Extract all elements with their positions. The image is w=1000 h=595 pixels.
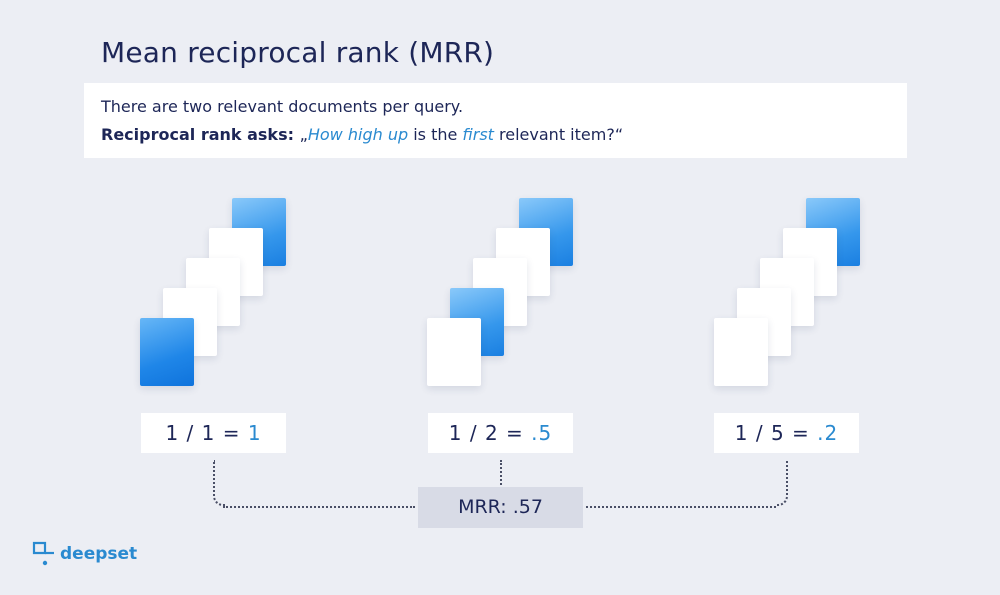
score-box-query-2: 1 / 2 = .5 <box>428 413 573 453</box>
deepset-logo-icon <box>32 541 54 566</box>
connector-left-horizontal <box>223 506 415 508</box>
document-card-rank-1-relevant <box>140 318 194 386</box>
intro-middle: is the <box>408 125 463 144</box>
score-value: .2 <box>817 421 839 445</box>
intro-quote-open: „ <box>299 125 308 144</box>
connector-middle-vertical <box>500 460 502 485</box>
score-formula: 1 / 1 = <box>165 421 248 445</box>
connector-right-horizontal <box>586 506 776 508</box>
document-card-rank-1 <box>427 318 481 386</box>
intro-bold-lead: Reciprocal rank asks: <box>101 125 300 144</box>
connector-right-vertical <box>776 460 788 506</box>
score-value: .5 <box>531 421 553 445</box>
score-value: 1 <box>247 421 262 445</box>
intro-end: relevant item?“ <box>493 125 624 144</box>
score-box-query-3: 1 / 5 = .2 <box>714 413 859 453</box>
document-stack-query-2 <box>427 198 587 398</box>
score-formula: 1 / 2 = <box>448 421 532 445</box>
intro-line-2: Reciprocal rank asks: „How high up is th… <box>101 125 623 144</box>
intro-highlight-how-high: How high up <box>307 125 409 144</box>
intro-line-1: There are two relevant documents per que… <box>101 97 464 116</box>
intro-box: There are two relevant documents per que… <box>84 83 907 158</box>
score-box-query-1: 1 / 1 = 1 <box>141 413 286 453</box>
document-stack-query-1 <box>140 198 300 398</box>
document-card-rank-1 <box>714 318 768 386</box>
page-title: Mean reciprocal rank (MRR) <box>101 36 495 69</box>
score-formula: 1 / 5 = <box>734 421 818 445</box>
intro-highlight-first: first <box>462 125 494 144</box>
deepset-logo-text: deepset <box>60 544 138 564</box>
document-stack-query-3 <box>714 198 874 398</box>
mrr-result-box: MRR: .57 <box>418 487 583 528</box>
deepset-logo: deepset <box>32 541 137 567</box>
connector-left-vertical <box>213 460 225 506</box>
